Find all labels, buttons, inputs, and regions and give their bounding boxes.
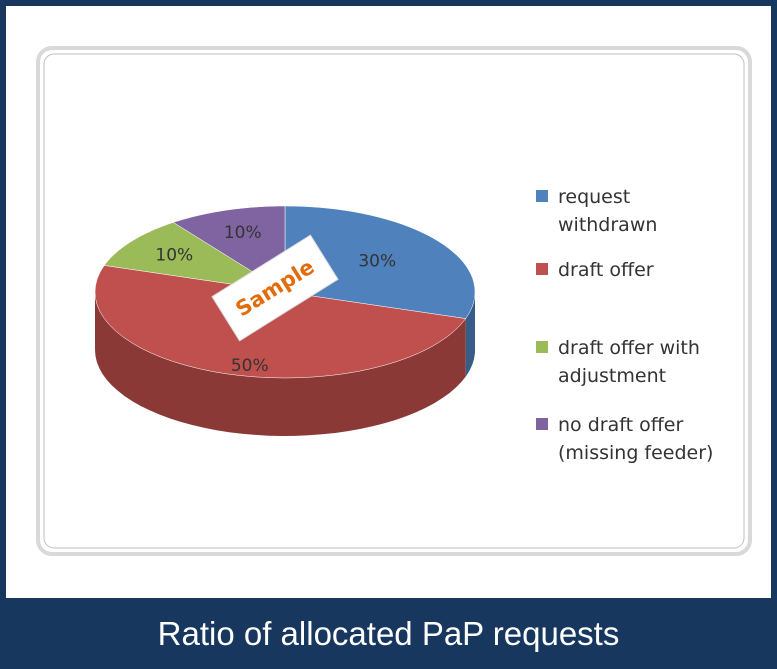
chart-frame-inner: [43, 53, 745, 549]
slice: [284, 205, 476, 319]
legend-item: no draft offer (missing feeder): [536, 411, 736, 467]
data-label: 30%: [358, 252, 396, 272]
caption: Ratio of allocated PaP requests: [0, 598, 777, 669]
legend-label: draft offer: [558, 259, 654, 281]
watermark-box: [211, 234, 339, 342]
legend-swatch: [536, 263, 548, 275]
legend-item: draft offer: [536, 256, 736, 284]
data-label: 10%: [155, 246, 193, 266]
data-label: 50%: [231, 356, 269, 376]
legend-swatch: [536, 190, 548, 202]
legend-swatch: [536, 341, 548, 353]
legend-item: draft offer with adjustment: [536, 334, 736, 390]
legend-label: no draft offer (missing feeder): [558, 414, 714, 464]
legend-swatch: [536, 418, 548, 430]
data-label: 10%: [224, 223, 262, 243]
slice: [94, 265, 467, 379]
slice: [103, 222, 286, 293]
legend-label: draft offer with adjustment: [558, 337, 700, 387]
slice-side: [465, 292, 475, 377]
slice-side: [95, 292, 466, 436]
legend-label: request withdrawn: [558, 186, 658, 236]
chart: 30%50%10%10%Sample: [36, 46, 752, 556]
legend-item: request withdrawn: [536, 183, 736, 239]
